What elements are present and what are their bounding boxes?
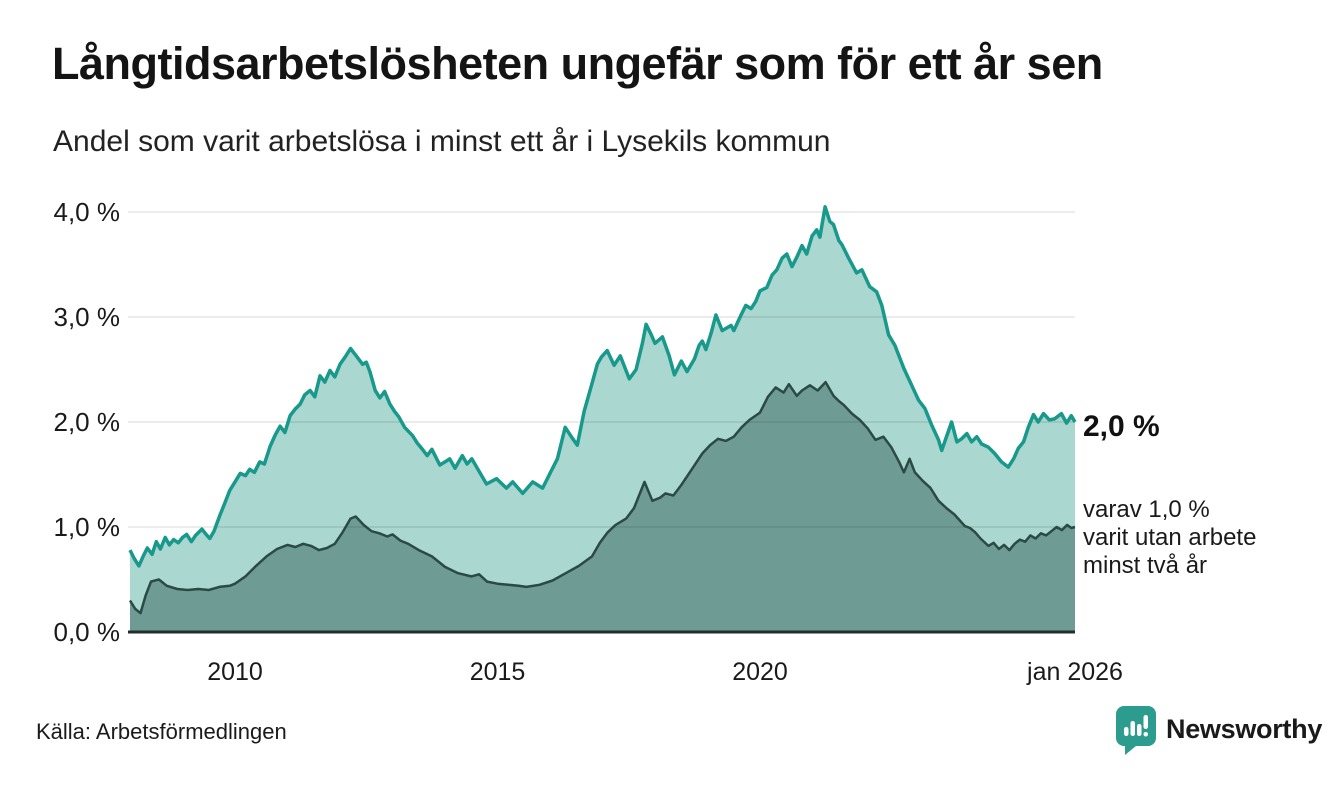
newsworthy-wordmark: Newsworthy [1166, 714, 1323, 744]
y-tick-label: 1,0 % [53, 512, 121, 542]
x-tick-label: 2015 [469, 658, 526, 686]
y-tick-label: 3,0 % [53, 302, 121, 332]
source-label: Källa: Arbetsförmedlingen [36, 719, 287, 744]
series-line-total [128, 205, 1077, 568]
y-tick-label: 2,0 % [53, 407, 121, 437]
newsworthy-speech-bubble-chart-icon [1116, 706, 1156, 755]
y-tick-label: 0,0 % [53, 617, 121, 647]
x-tick-label: jan 2026 [1027, 658, 1123, 686]
x-tick-label: 2020 [732, 658, 788, 686]
series-end-label-subset-line: minst två år [1083, 552, 1208, 579]
series-end-label-total: 2,0 % [1083, 410, 1160, 443]
page-title: Långtidsarbetslösheten ungefär som för e… [52, 38, 1103, 89]
y-tick-label: 4,0 % [53, 197, 121, 227]
newsworthy-logo: Newsworthy [1116, 706, 1322, 758]
x-tick-label: 2010 [207, 658, 263, 686]
series-end-label-subset: varav 1,0 % varit utan arbete minst två … [1083, 496, 1256, 580]
series-end-label-subset-line: varit utan arbete [1083, 524, 1257, 551]
series-end-label-subset-line: varav 1,0 % [1083, 496, 1210, 523]
series-area-total [130, 206, 1075, 633]
series-area-subset [130, 382, 1075, 632]
page-subtitle: Andel som varit arbetslösa i minst ett å… [53, 125, 831, 158]
series-line-subset [128, 380, 1076, 615]
